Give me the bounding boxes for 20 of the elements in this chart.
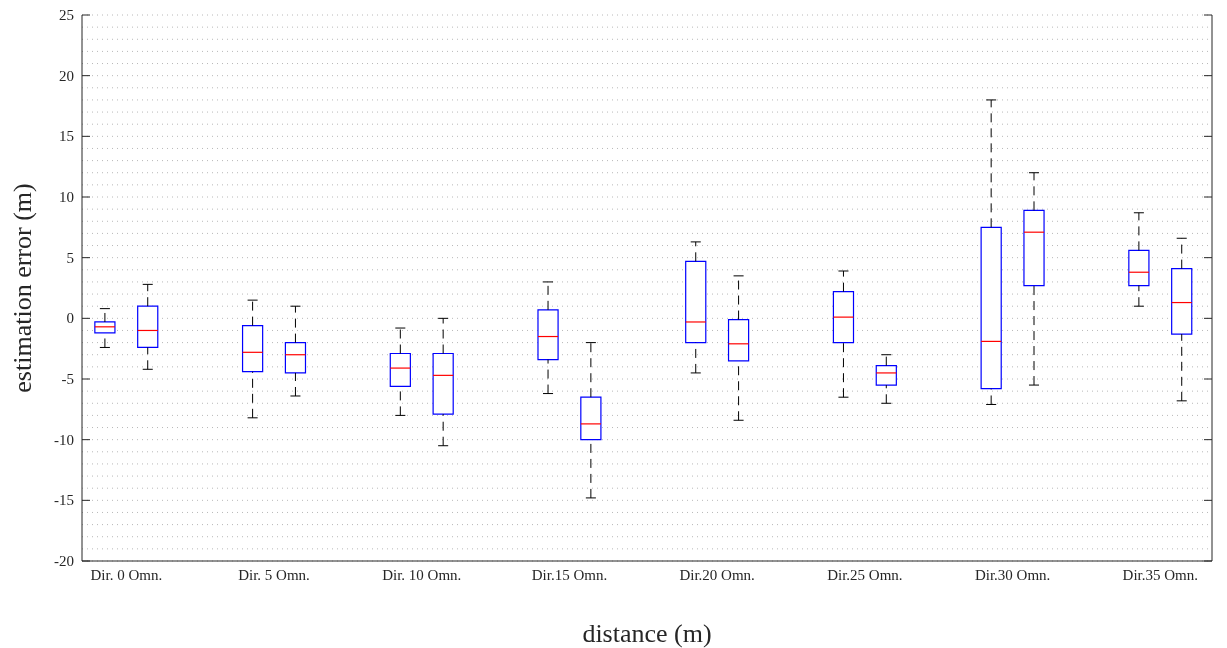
x-tick-label: Dir. 0 Omn. [90, 566, 163, 583]
y-tick-label: 0 [66, 310, 74, 327]
x-tick-label: Dir.15 Omn. [531, 566, 608, 583]
y-tick-label: 5 [66, 249, 74, 266]
y-tick-label: -20 [54, 553, 74, 569]
x-tick-label: Dir.35 Omn. [1122, 566, 1199, 583]
y-tick-label: -10 [54, 431, 74, 448]
x-tick-label: Dir.25 Omn. [827, 566, 903, 583]
y-tick-label: 10 [59, 189, 74, 205]
y-axis-title: estimation error (m) [8, 183, 38, 393]
x-axis-title: distance (m) [582, 619, 712, 648]
x-tick-label: Dir. 5 Omn. [238, 566, 310, 583]
x-tick-label: Dir. 10 Omn. [382, 566, 462, 583]
y-tick-label: 20 [59, 67, 74, 84]
y-tick-label: 15 [59, 128, 74, 145]
x-tick-label: Dir.20 Omn. [679, 566, 755, 583]
y-tick-label: -5 [61, 371, 74, 387]
y-tick-label: 25 [59, 7, 74, 23]
y-tick-label: -15 [54, 492, 74, 509]
x-tick-label: Dir.30 Omn. [974, 566, 1051, 583]
